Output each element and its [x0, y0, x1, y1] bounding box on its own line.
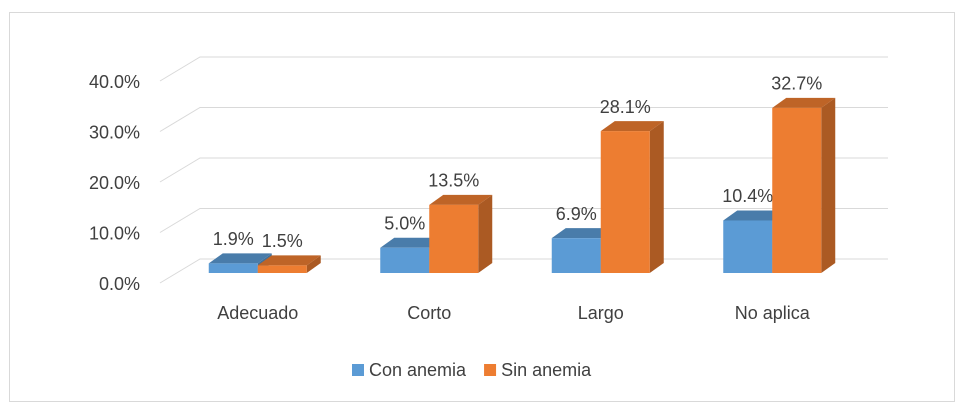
legend-swatch — [352, 364, 364, 376]
x-tick-label: Corto — [407, 303, 451, 323]
data-label: 5.0% — [384, 214, 425, 234]
bar-side — [478, 194, 493, 273]
bar — [257, 255, 321, 273]
y-tick-label: 10.0% — [89, 223, 140, 243]
bar-front — [600, 131, 650, 273]
bar-side — [306, 255, 321, 273]
data-label: 32.7% — [771, 74, 822, 94]
x-tick-label: Adecuado — [217, 303, 298, 323]
data-label: 28.1% — [600, 97, 651, 117]
bar-top — [551, 228, 615, 239]
bar-top — [257, 255, 321, 266]
bar-side — [649, 121, 664, 273]
grid-line — [159, 107, 888, 132]
bar-front — [723, 220, 773, 273]
legend-label: Sin anemia — [501, 360, 592, 380]
bar-top — [429, 194, 493, 205]
bar-front — [429, 204, 479, 273]
bar-top — [772, 97, 836, 108]
legend-swatch — [484, 364, 497, 376]
data-label: 10.4% — [722, 186, 773, 206]
bar-front — [772, 107, 822, 274]
bar-top — [208, 253, 272, 264]
bar-top — [600, 121, 664, 132]
data-label: 6.9% — [556, 204, 597, 224]
x-tick-label: Largo — [578, 303, 624, 323]
bar-front — [257, 265, 307, 273]
chart-border — [9, 12, 955, 402]
bar-top — [723, 210, 787, 221]
y-tick-label: 0.0% — [99, 274, 140, 294]
y-tick-label: 20.0% — [89, 173, 140, 193]
bar — [600, 121, 664, 273]
bar-front — [551, 238, 601, 273]
data-label: 1.5% — [262, 231, 303, 251]
bar-side — [821, 97, 836, 274]
bar-top — [380, 237, 444, 248]
bar-front — [380, 247, 430, 273]
bar — [429, 194, 493, 273]
data-label: 13.5% — [428, 171, 479, 191]
data-label: 1.9% — [213, 229, 254, 249]
y-tick-label: 30.0% — [89, 122, 140, 142]
bar-front — [208, 263, 258, 273]
legend-label: Con anemia — [369, 360, 467, 380]
grid-line — [159, 56, 888, 82]
x-tick-label: No aplica — [735, 303, 811, 323]
y-tick-label: 40.0% — [89, 72, 140, 92]
bar — [772, 97, 836, 274]
